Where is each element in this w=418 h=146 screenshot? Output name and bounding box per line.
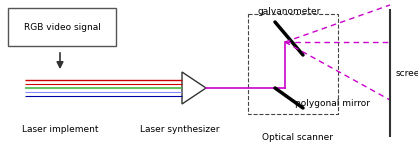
Text: galvanometer: galvanometer	[258, 7, 321, 15]
Text: Laser synthesizer: Laser synthesizer	[140, 126, 219, 134]
Text: Optical scanner: Optical scanner	[262, 133, 333, 142]
Bar	[8, 8, 116, 46]
Bar	[248, 14, 338, 114]
Text: screen: screen	[396, 68, 418, 78]
Text: polygonal mirror: polygonal mirror	[295, 100, 370, 108]
Text: Laser implement: Laser implement	[22, 126, 99, 134]
Text: RGB video signal: RGB video signal	[23, 22, 100, 32]
